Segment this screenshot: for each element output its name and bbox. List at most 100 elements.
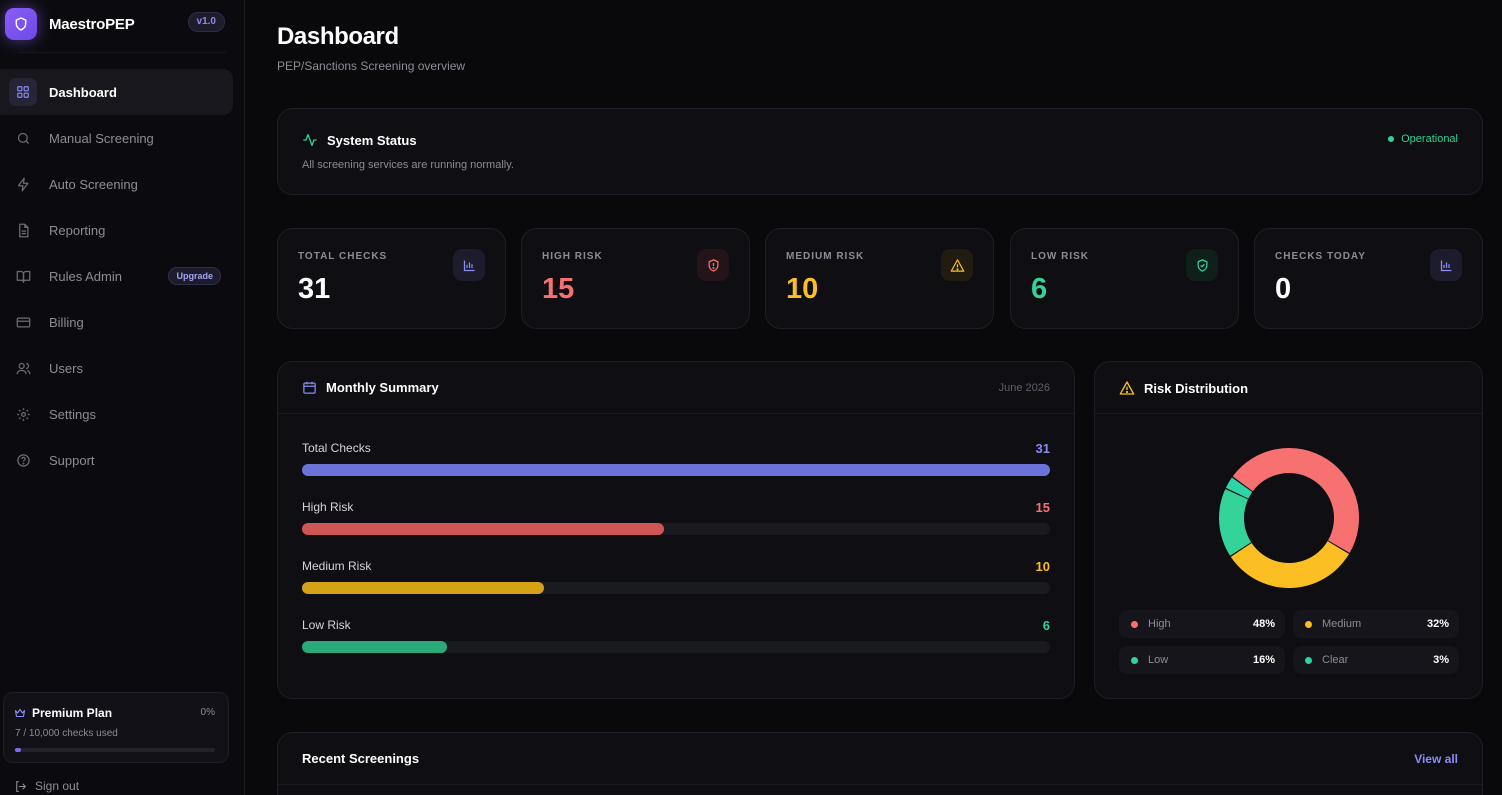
summary-bar-track <box>302 464 1050 476</box>
stat-card-low-risk: LOW RISK 6 <box>1010 228 1239 329</box>
system-status-card: System Status All screening services are… <box>277 108 1483 195</box>
legend-label: High <box>1148 618 1171 630</box>
sidebar-item-auto-screening[interactable]: Auto Screening <box>0 161 233 207</box>
legend-percent: 16% <box>1252 654 1275 666</box>
stat-label: HIGH RISK <box>542 251 603 262</box>
monthly-summary-card: Monthly Summary June 2026 Total Checks 3… <box>277 361 1075 699</box>
plan-usage: 7 / 10,000 checks used <box>15 728 118 739</box>
stat-value: 6 <box>1031 273 1048 305</box>
sidebar-item-label: Dashboard <box>49 84 117 100</box>
crown-icon <box>14 708 26 718</box>
legend-label: Clear <box>1322 654 1349 666</box>
document-icon <box>14 221 32 239</box>
stat-card-checks-today: CHECKS TODAY 0 <box>1254 228 1483 329</box>
bar-chart-icon <box>453 249 485 281</box>
legend-dot <box>1305 656 1312 664</box>
warning-triangle-icon <box>941 249 973 281</box>
sign-out-icon <box>16 780 27 792</box>
sidebar-item-settings[interactable]: Settings <box>0 391 233 437</box>
search-icon <box>14 129 32 147</box>
app-name: MaestroPEP <box>49 15 135 33</box>
legend-dot <box>1131 656 1138 664</box>
risk-distribution-card: Risk Distribution High 48% Medium 32% Lo… <box>1094 361 1483 699</box>
summary-bar-track <box>302 582 1050 594</box>
monthly-summary-title: Monthly Summary <box>302 380 439 395</box>
sidebar-item-manual-screening[interactable]: Manual Screening <box>0 115 233 161</box>
page-title: Dashboard <box>277 23 399 50</box>
view-all-link[interactable]: View all <box>1414 752 1458 766</box>
system-status-description: All screening services are running norma… <box>302 159 514 171</box>
version-badge: v1.0 <box>187 12 225 32</box>
sidebar-item-label: Reporting <box>49 222 106 238</box>
donut-slice-clear <box>1225 477 1253 499</box>
summary-row-low-risk: Low Risk 6 <box>302 618 1050 658</box>
summary-value: 15 <box>1035 500 1050 515</box>
legend-percent: 32% <box>1426 618 1449 630</box>
summary-value: 10 <box>1035 559 1050 574</box>
summary-row-high-risk: High Risk 15 <box>302 500 1050 540</box>
upgrade-badge[interactable]: Upgrade <box>168 267 221 285</box>
plan-card[interactable]: Premium Plan 0% 7 / 10,000 checks used <box>3 692 229 763</box>
legend-item-low: Low 16% <box>1119 646 1285 674</box>
sidebar: MaestroPEP v1.0 Dashboard Manual Screeni… <box>0 0 245 795</box>
sidebar-item-billing[interactable]: Billing <box>0 299 233 345</box>
users-icon <box>14 359 32 377</box>
recent-screenings-card: Recent Screenings View all <box>277 732 1483 795</box>
summary-row-total-checks: Total Checks 31 <box>302 441 1050 481</box>
brand-divider <box>18 52 226 53</box>
dashboard-grid-icon <box>9 78 37 106</box>
shield-logo-icon <box>5 8 37 40</box>
stat-value: 15 <box>542 273 575 305</box>
stat-value: 0 <box>1275 273 1292 305</box>
donut-slice-high <box>1232 448 1359 553</box>
summary-label: Low Risk <box>302 618 351 632</box>
card-divider <box>278 784 1482 785</box>
summary-bar-fill <box>302 464 1050 476</box>
status-dot <box>1388 136 1395 142</box>
sidebar-item-label: Billing <box>49 314 84 330</box>
summary-label: High Risk <box>302 500 354 514</box>
sidebar-item-label: Users <box>49 360 83 376</box>
card-divider <box>278 413 1074 414</box>
warning-triangle-icon <box>1119 381 1135 395</box>
stat-label: LOW RISK <box>1031 251 1089 262</box>
book-icon <box>14 267 32 285</box>
stat-label: MEDIUM RISK <box>786 251 865 262</box>
legend-label: Medium <box>1322 618 1362 630</box>
shield-alert-icon <box>697 249 729 281</box>
stat-card-total-checks: TOTAL CHECKS 31 <box>277 228 506 329</box>
plan-progress <box>15 748 215 752</box>
legend-item-high: High 48% <box>1119 610 1285 638</box>
legend-dot <box>1131 620 1138 628</box>
sidebar-item-label: Settings <box>49 406 96 422</box>
sidebar-item-label: Support <box>49 452 95 468</box>
sidebar-item-label: Manual Screening <box>49 130 154 146</box>
stat-value: 31 <box>298 273 331 305</box>
sidebar-item-dashboard[interactable]: Dashboard <box>0 69 233 115</box>
sidebar-item-label: Rules Admin <box>49 268 122 284</box>
stat-card-medium-risk: MEDIUM RISK 10 <box>765 228 994 329</box>
summary-bar-fill <box>302 641 448 653</box>
lightning-icon <box>14 175 32 193</box>
summary-value: 6 <box>1042 618 1050 633</box>
shield-check-icon <box>1186 249 1218 281</box>
sidebar-item-label: Auto Screening <box>49 176 138 192</box>
help-circle-icon <box>14 451 32 469</box>
plan-title: Premium Plan <box>14 706 112 720</box>
sign-out-button[interactable]: Sign out <box>14 779 79 793</box>
sidebar-item-rules-admin[interactable]: Rules Admin Upgrade <box>0 253 233 299</box>
sidebar-item-support[interactable]: Support <box>0 437 233 483</box>
legend-percent: 48% <box>1252 618 1275 630</box>
brand: MaestroPEP v1.0 <box>5 4 237 44</box>
credit-card-icon <box>14 313 32 331</box>
recent-screenings-title: Recent Screenings <box>302 751 420 766</box>
sidebar-item-users[interactable]: Users <box>0 345 233 391</box>
plan-progress-fill <box>15 748 21 752</box>
summary-label: Total Checks <box>302 441 371 455</box>
bar-chart-icon <box>1430 249 1462 281</box>
sidebar-item-reporting[interactable]: Reporting <box>0 207 233 253</box>
stat-label: CHECKS TODAY <box>1275 251 1366 262</box>
donut-slice-low <box>1219 489 1252 556</box>
stat-card-high-risk: HIGH RISK 15 <box>521 228 750 329</box>
legend-item-medium: Medium 32% <box>1293 610 1459 638</box>
